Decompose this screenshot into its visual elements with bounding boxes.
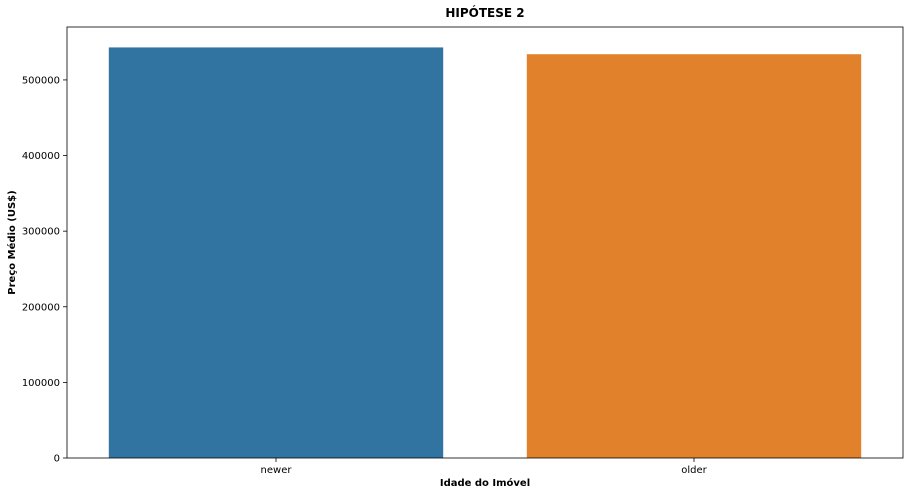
y-tick-label-300000: 300000 (22, 227, 60, 238)
x-axis-ticks: newer older (261, 458, 708, 476)
bars-group (108, 47, 862, 459)
x-tick-label-older: older (681, 465, 707, 476)
x-tick-label-newer: newer (261, 465, 293, 476)
y-tick-label-100000: 100000 (22, 378, 60, 389)
y-tick-label-400000: 400000 (22, 151, 60, 162)
bar-newer (108, 47, 444, 459)
y-axis-title: Preço Médio (US$) (6, 190, 18, 294)
plot-frame (66, 26, 904, 459)
y-tick-label-0: 0 (54, 454, 60, 465)
chart-title: HIPÓTESE 2 (445, 5, 524, 20)
x-axis-title: Idade do Imóvel (440, 477, 530, 489)
y-axis-ticks: 0 100000 200000 300000 400000 500000 (22, 75, 67, 465)
bar-older (526, 54, 862, 458)
y-tick-label-500000: 500000 (22, 75, 60, 86)
y-tick-label-200000: 200000 (22, 302, 60, 313)
